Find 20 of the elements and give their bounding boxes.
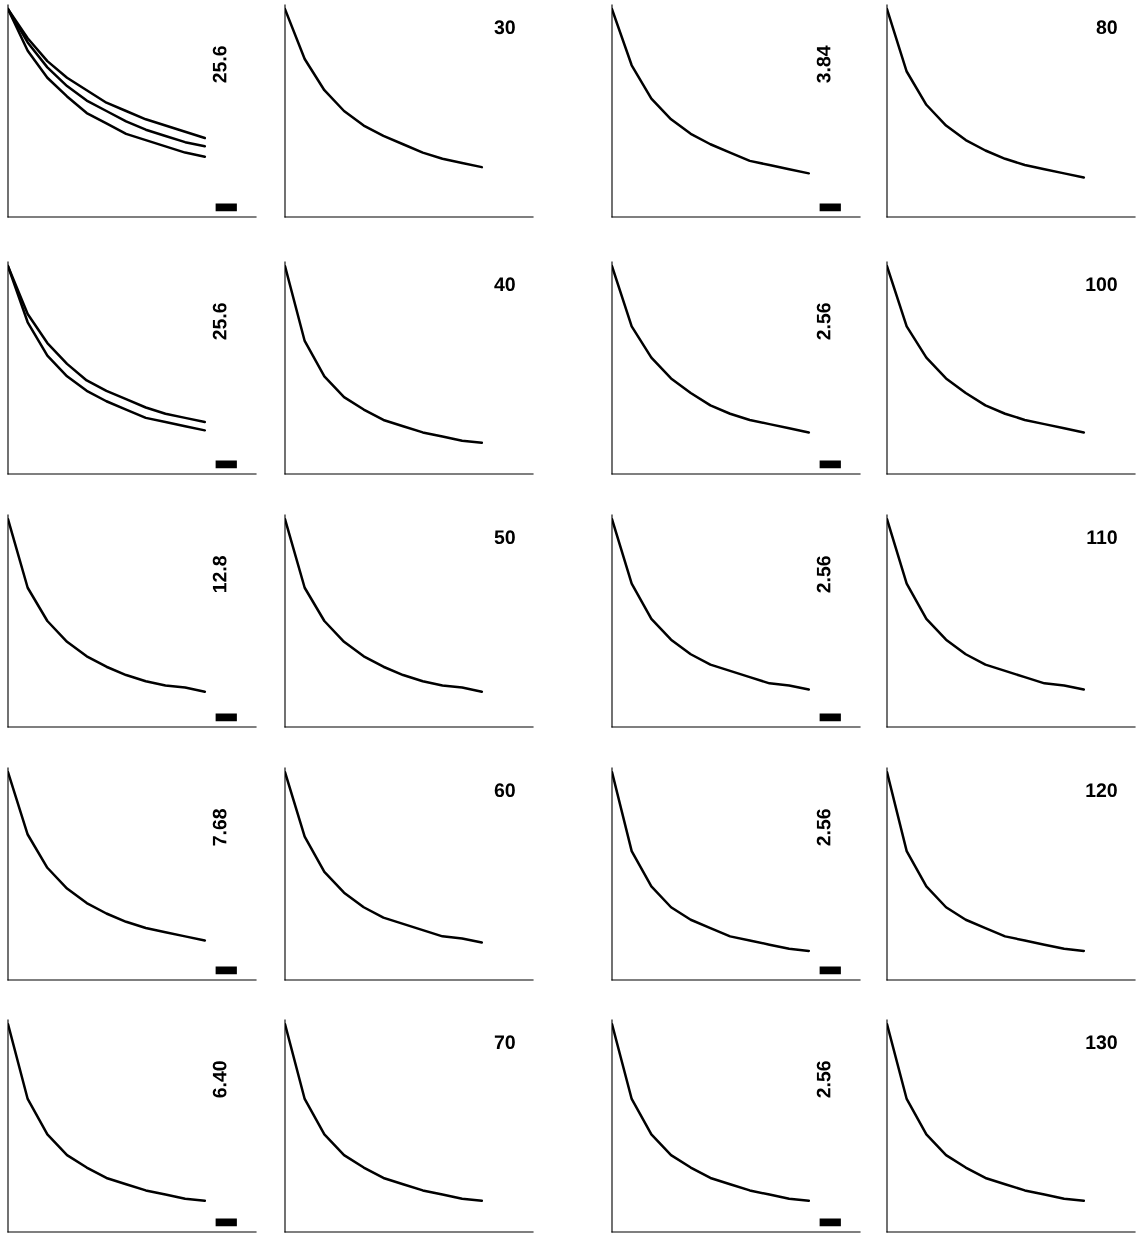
annotation: 120 bbox=[1086, 783, 1117, 798]
annotation: 70 bbox=[494, 1035, 515, 1050]
annotation: 2.56 bbox=[816, 303, 831, 340]
annotation: 60 bbox=[494, 783, 515, 798]
annotation: 2.56 bbox=[816, 809, 831, 846]
annotation: 25.6 bbox=[212, 303, 227, 340]
annotation: 7.68 bbox=[212, 809, 227, 846]
annotation: 40 bbox=[494, 277, 515, 292]
annotation: 80 bbox=[1096, 20, 1117, 35]
annotation: 6.40 bbox=[212, 1061, 227, 1098]
annotation: 3.84 bbox=[816, 45, 831, 83]
annotation: 100 bbox=[1086, 277, 1117, 292]
annotation: 130 bbox=[1086, 1035, 1117, 1050]
annotation: 50 bbox=[494, 530, 515, 545]
annotation: 2.56 bbox=[816, 556, 831, 593]
annotation: 12.8 bbox=[212, 556, 227, 593]
annotation: 2.56 bbox=[816, 1061, 831, 1098]
annotation: 110 bbox=[1087, 530, 1117, 545]
annotation: 25.6 bbox=[212, 46, 227, 83]
annotation: 30 bbox=[494, 20, 515, 35]
